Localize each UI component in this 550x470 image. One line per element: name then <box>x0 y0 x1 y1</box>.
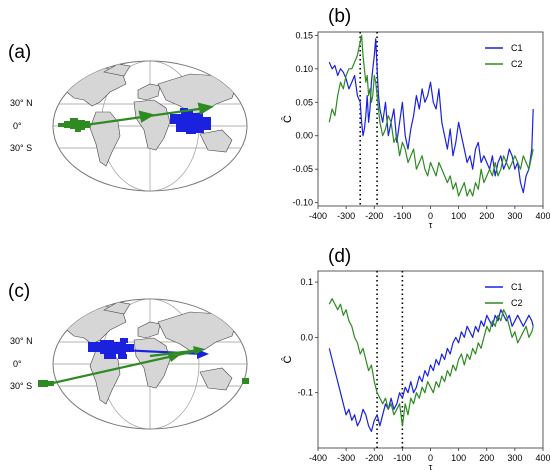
lat-label-a-30s: 30° S <box>10 143 32 153</box>
world-map-a: 30° N 0° 30° S <box>10 60 248 192</box>
y-tick-label: -0.1 <box>297 388 313 398</box>
x-tick-label: 100 <box>451 211 466 221</box>
x-tick-label: 400 <box>535 211 550 221</box>
map-cluster-c1-a <box>170 108 211 134</box>
y-axis-label: Ĉ <box>281 115 294 123</box>
y-tick-label: -0.05 <box>292 164 313 174</box>
y-tick-label: 0.05 <box>295 97 313 107</box>
y-tick-label: 0.10 <box>295 64 313 74</box>
world-map-c: 30° N 0° 30° S <box>10 298 249 430</box>
legend-label-c2: C2 <box>511 59 523 69</box>
x-tick-label: 0 <box>428 453 433 463</box>
series-line-c2 <box>328 298 534 427</box>
plot-frame-b <box>317 31 544 207</box>
x-tick-label: 0 <box>428 211 433 221</box>
chart-b: -400 -300 -200 -100 0 100 200 300 400 -0.10 -0.05 0… <box>281 30 550 230</box>
plot-frame-d <box>317 270 544 449</box>
legend-label-c1: C1 <box>511 43 523 53</box>
lat-label-c-30n: 30° N <box>10 336 33 346</box>
chart-d: -400 -300 -200 -100 0 100 200 300 400 -0.1 0.0 0.1 τ… <box>281 270 550 470</box>
lat-label-a-30n: 30° N <box>10 98 33 108</box>
x-axis-label: τ <box>429 220 433 230</box>
panel-label-b: (b) <box>328 6 351 27</box>
x-tick-label: 200 <box>479 211 494 221</box>
panel-label-d: (d) <box>328 246 351 267</box>
y-tick-label: -0.10 <box>292 198 313 208</box>
lat-label-c-30s: 30° S <box>10 381 32 391</box>
series-line-c2 <box>328 34 534 197</box>
legend-label-c2: C2 <box>511 298 523 308</box>
x-tick-label: 100 <box>451 453 466 463</box>
map-link-arrows-a <box>77 102 214 128</box>
legend-label-c1: C1 <box>511 282 523 292</box>
series-line-c1 <box>328 309 534 432</box>
x-tick-label: 300 <box>507 453 522 463</box>
panel-label-a: (a) <box>8 42 31 63</box>
y-axis-label: Ĉ <box>281 355 294 363</box>
x-tick-label: -100 <box>393 211 411 221</box>
x-axis-label: τ <box>429 462 433 470</box>
x-tick-label: -400 <box>309 453 327 463</box>
x-tick-label: -400 <box>309 211 327 221</box>
y-tick-label: 0.15 <box>295 30 313 40</box>
lat-label-a-0: 0° <box>13 121 22 131</box>
x-tick-label: 400 <box>535 453 550 463</box>
map-link-arrows-c <box>43 346 209 387</box>
y-tick-label: 0.1 <box>300 277 313 287</box>
y-tick-label: 0.00 <box>295 131 313 141</box>
x-tick-label: -200 <box>365 211 383 221</box>
series-line-c1 <box>328 38 534 194</box>
x-tick-label: -300 <box>337 453 355 463</box>
panel-label-c: (c) <box>8 281 30 302</box>
y-tick-label: 0.0 <box>300 332 313 342</box>
x-tick-label: 300 <box>507 211 522 221</box>
x-tick-label: 200 <box>479 453 494 463</box>
x-tick-label: -200 <box>365 453 383 463</box>
lat-label-c-0: 0° <box>13 359 22 369</box>
x-tick-label: -100 <box>393 453 411 463</box>
x-tick-label: -300 <box>337 211 355 221</box>
